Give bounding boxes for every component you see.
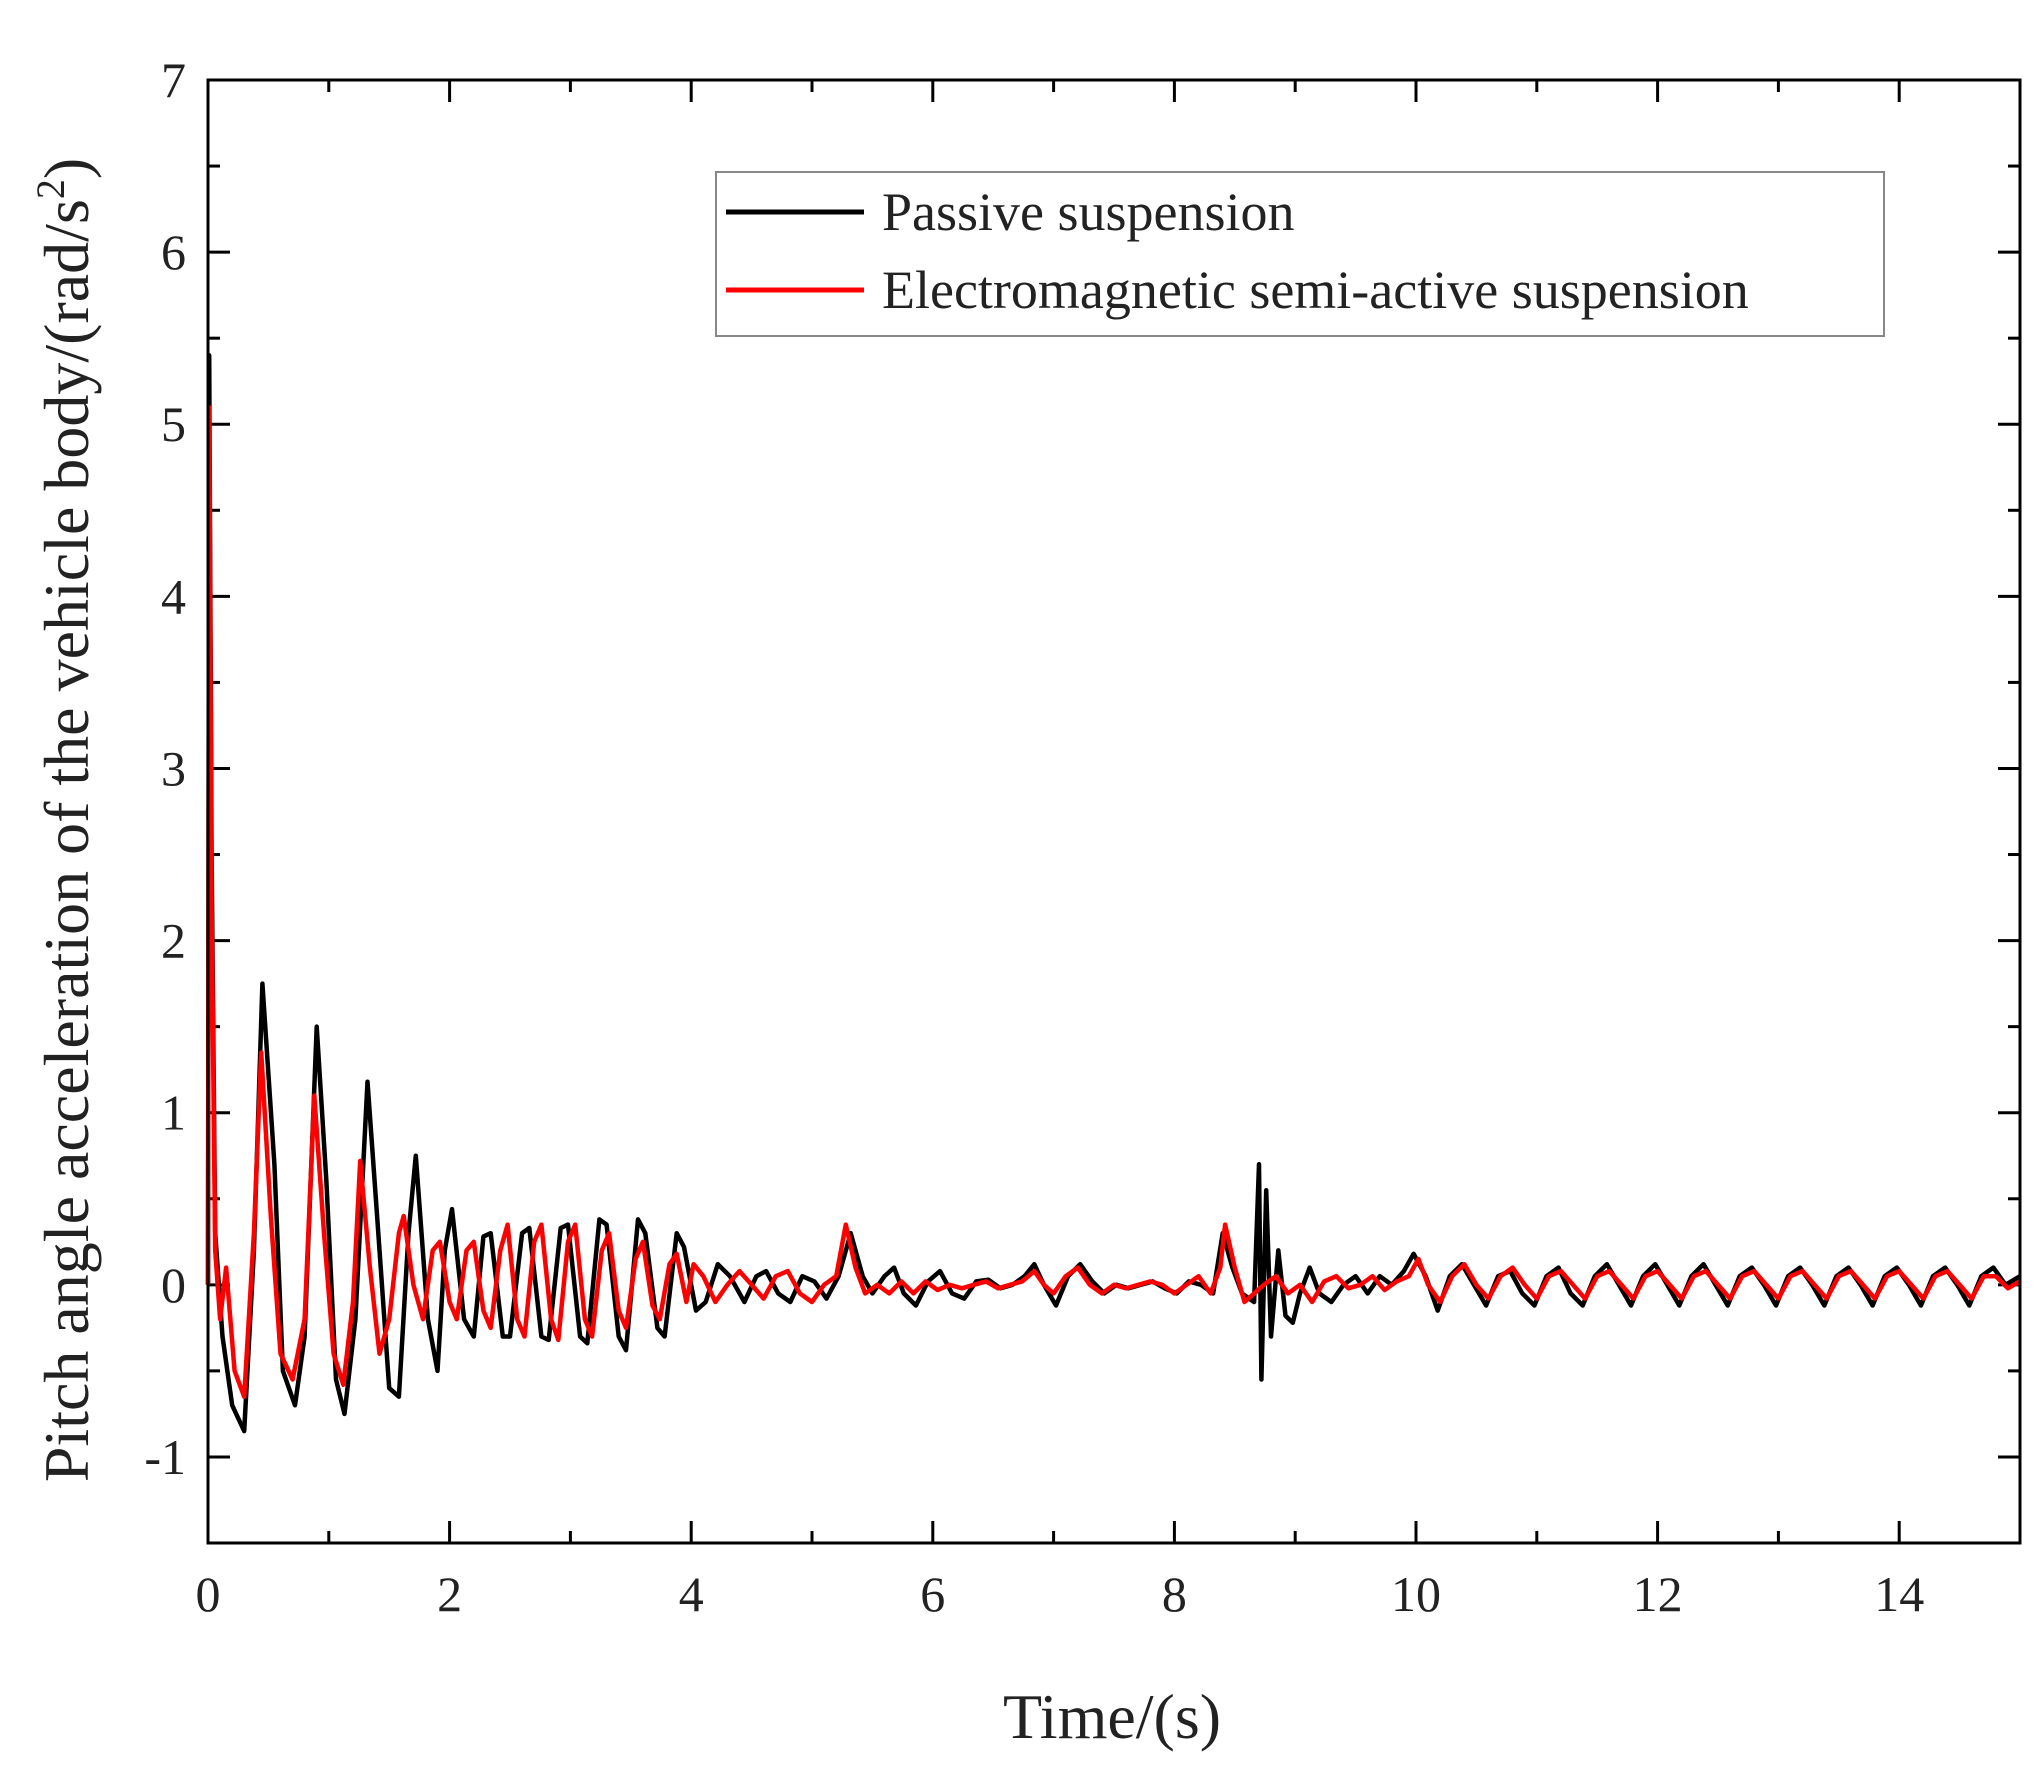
- x-tick-label-14: 14: [1874, 1566, 1924, 1622]
- x-tick-label-12: 12: [1633, 1566, 1683, 1622]
- y-axis-title: Pitch angle acceleration of the vehicle …: [28, 158, 102, 1482]
- legend-box: [715, 171, 1885, 337]
- x-tick-label-8: 8: [1162, 1566, 1187, 1622]
- y-tick-label-6: 6: [161, 224, 186, 280]
- x-tick-labels: 0 2 4 6 8 10 12 14: [196, 1566, 1925, 1622]
- x-tick-label-4: 4: [679, 1566, 704, 1622]
- x-tick-label-2: 2: [437, 1566, 462, 1622]
- x-axis-title: Time/(s): [1003, 1681, 1221, 1752]
- y-tick-label-5: 5: [161, 396, 186, 452]
- series-semi-active-line: [205, 404, 2022, 1399]
- plot-series: [205, 353, 2022, 1434]
- plot-frame: [206, 78, 2022, 1545]
- y-tick-labels: -1 0 1 2 3 4 5 6 7: [144, 52, 186, 1485]
- legend: Passive suspension Electromagnetic semi-…: [715, 171, 1885, 337]
- y-tick-label-4: 4: [161, 568, 186, 624]
- y-tick-label-2: 2: [161, 913, 186, 969]
- y-tick-label-7: 7: [161, 52, 186, 108]
- y-tick-label-0: 0: [161, 1257, 186, 1313]
- y-tick-label-3: 3: [161, 740, 186, 796]
- y-tick-label-1: 1: [161, 1085, 186, 1141]
- legend-label-passive: Passive suspension: [882, 182, 1295, 242]
- legend-label-semi-active: Electromagnetic semi-active suspension: [882, 260, 1749, 320]
- x-tick-label-0: 0: [196, 1566, 221, 1622]
- x-tick-label-6: 6: [920, 1566, 945, 1622]
- x-tick-label-10: 10: [1391, 1566, 1441, 1622]
- y-tick-label--1: -1: [144, 1429, 186, 1485]
